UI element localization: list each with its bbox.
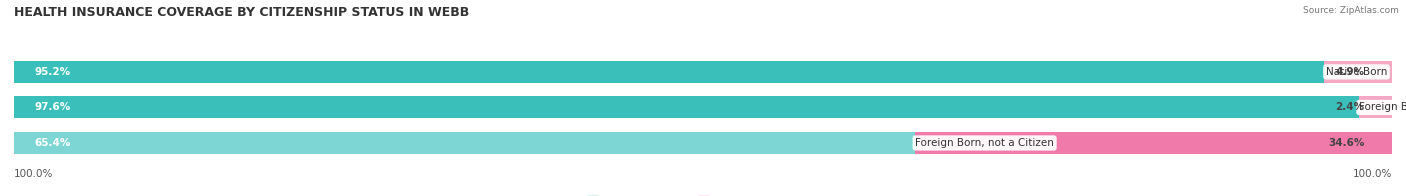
Text: 4.9%: 4.9% (1336, 67, 1364, 77)
Text: 65.4%: 65.4% (35, 138, 72, 148)
Text: Native Born: Native Born (1326, 67, 1388, 77)
Bar (14, 132, 1392, 154)
Text: 34.6%: 34.6% (1329, 138, 1364, 148)
Text: HEALTH INSURANCE COVERAGE BY CITIZENSHIP STATUS IN WEBB: HEALTH INSURANCE COVERAGE BY CITIZENSHIP… (14, 6, 470, 19)
Bar (1324, 61, 1392, 83)
Text: 2.4%: 2.4% (1336, 103, 1364, 113)
Text: 100.0%: 100.0% (14, 169, 53, 179)
Bar (14, 61, 1326, 83)
Bar (14, 96, 1392, 118)
Bar (915, 132, 1392, 154)
Text: 95.2%: 95.2% (35, 67, 70, 77)
Bar (14, 96, 1358, 118)
Text: Foreign Born, not a Citizen: Foreign Born, not a Citizen (915, 138, 1054, 148)
Text: Foreign Born, Citizen: Foreign Born, Citizen (1358, 103, 1406, 113)
Text: 97.6%: 97.6% (35, 103, 70, 113)
Bar (14, 132, 915, 154)
Legend: With Coverage, Without Coverage: With Coverage, Without Coverage (582, 191, 824, 196)
Text: Source: ZipAtlas.com: Source: ZipAtlas.com (1303, 6, 1399, 15)
Bar (1358, 96, 1392, 118)
Bar (14, 61, 1392, 83)
Text: 100.0%: 100.0% (1353, 169, 1392, 179)
